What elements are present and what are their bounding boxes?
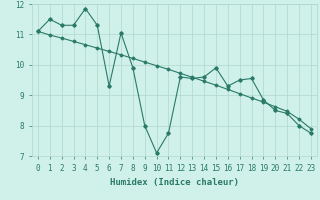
- X-axis label: Humidex (Indice chaleur): Humidex (Indice chaleur): [110, 178, 239, 187]
